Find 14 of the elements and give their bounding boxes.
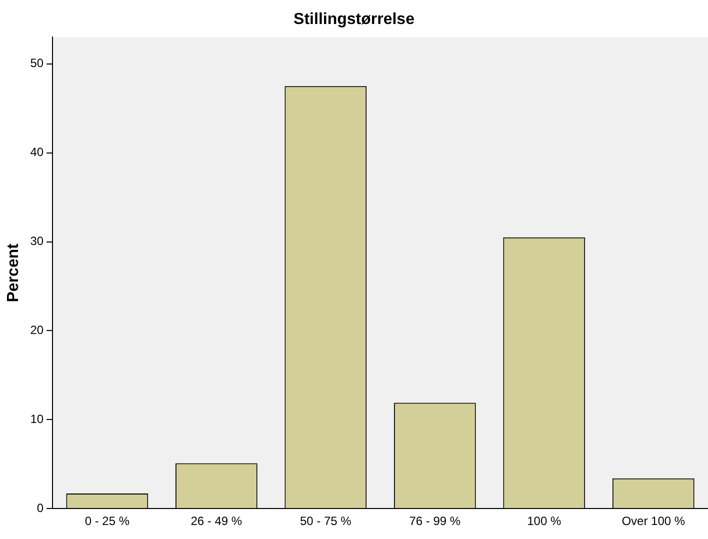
y-tick-label: 10 [30,412,44,426]
x-tick-label: Over 100 % [622,514,686,528]
x-tick-label: 100 % [527,514,562,528]
y-axis-title: Percent [5,242,22,302]
y-tick-label: 40 [30,145,44,160]
y-tick-label: 50 [30,56,44,70]
y-tick-label: 0 [36,500,44,515]
x-tick-label: 0 - 25 % [84,514,130,528]
y-tick-label: 30 [30,234,44,248]
x-tick-label: 76 - 99 % [409,514,461,528]
x-tick-label: 50 - 75 % [300,514,352,528]
y-tick-label: 20 [30,323,44,338]
chart-title: Stillingstørrelse [294,11,415,28]
x-tick-label: 26 - 49 % [190,514,242,528]
